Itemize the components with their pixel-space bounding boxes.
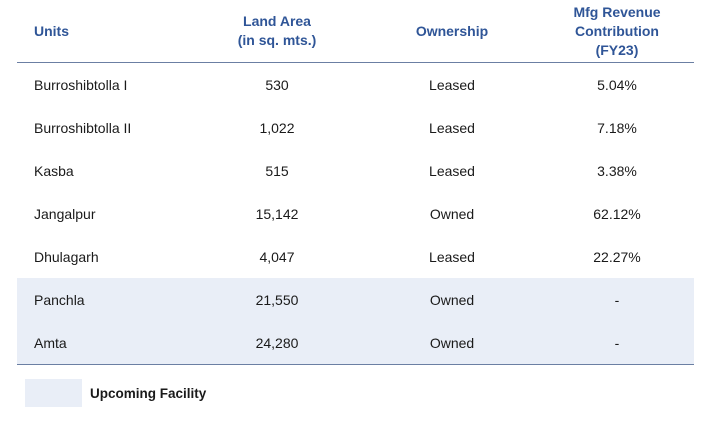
legend-swatch [25,379,82,407]
cell-land-area: 15,142 [255,205,299,222]
cell-ownership: Leased [429,119,475,136]
cell-unit: Jangalpur [34,205,96,222]
cell-unit: Dhulagarh [34,248,99,265]
cell-revenue: 5.04% [597,76,637,93]
cell-ownership: Leased [429,76,475,93]
cell-land-area: 1,022 [259,119,295,136]
table-row: Jangalpur 15,142 Owned 62.12% [17,192,694,235]
cell-land-area: 530 [265,76,289,93]
cell-revenue: 62.12% [593,205,641,222]
header-units: Units [34,22,69,39]
cell-unit: Burroshibtolla II [34,119,132,136]
cell-land-area: 24,280 [255,334,299,351]
cell-revenue: 7.18% [597,119,637,136]
header-revenue-contribution: Mfg Revenue Contribution (FY23) [573,3,661,58]
table-row: Kasba 515 Leased 3.38% [17,149,694,192]
cell-unit: Panchla [34,291,85,308]
cell-revenue: - [614,334,620,351]
table-row-upcoming: Amta 24,280 Owned - [17,321,694,365]
cell-revenue: 3.38% [597,162,637,179]
cell-land-area: 4,047 [259,248,295,265]
cell-unit: Burroshibtolla I [34,76,128,93]
table-row-upcoming: Panchla 21,550 Owned - [17,278,694,321]
cell-ownership: Owned [429,205,475,222]
legend-label: Upcoming Facility [90,385,207,401]
table-row: Burroshibtolla II 1,022 Leased 7.18% [17,106,694,149]
cell-ownership: Leased [429,162,475,179]
table-row: Dhulagarh 4,047 Leased 22.27% [17,235,694,278]
cell-unit: Kasba [34,162,74,179]
cell-unit: Amta [34,334,67,351]
facilities-table: Units Land Area (in sq. mts.) Ownership … [17,0,694,365]
cell-ownership: Leased [429,248,475,265]
table-header: Units Land Area (in sq. mts.) Ownership … [17,0,694,63]
cell-ownership: Owned [429,334,475,351]
cell-revenue: - [614,291,620,308]
cell-ownership: Owned [429,291,475,308]
cell-revenue: 22.27% [593,248,641,265]
cell-land-area: 21,550 [255,291,299,308]
legend: Upcoming Facility [25,379,206,407]
cell-land-area: 515 [265,162,289,179]
header-land-area: Land Area (in sq. mts.) [237,13,317,48]
header-ownership: Ownership [415,22,489,39]
table-row: Burroshibtolla I 530 Leased 5.04% [17,63,694,106]
